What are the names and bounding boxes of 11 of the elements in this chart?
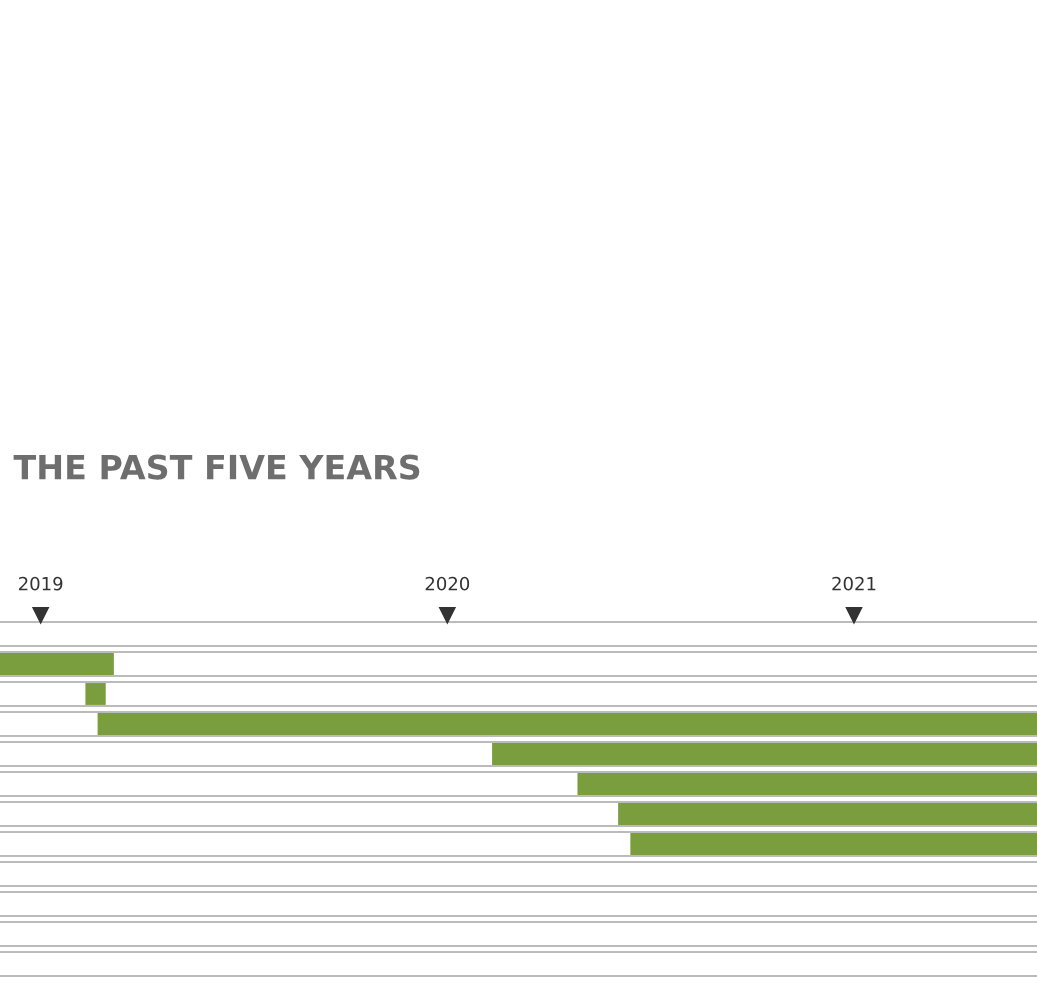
x-tick-label: 2019 [19,576,63,591]
bar [492,743,1037,765]
x-tick-label: 2020 [425,576,470,591]
bar [577,773,1037,795]
bar [0,653,114,675]
chart-title: THE PAST FIVE YEARS [13,454,420,480]
bar [630,833,1037,855]
bar [85,683,106,705]
x-tick-label: 2021 [832,576,876,591]
bar [97,713,1037,735]
bar [618,803,1037,825]
